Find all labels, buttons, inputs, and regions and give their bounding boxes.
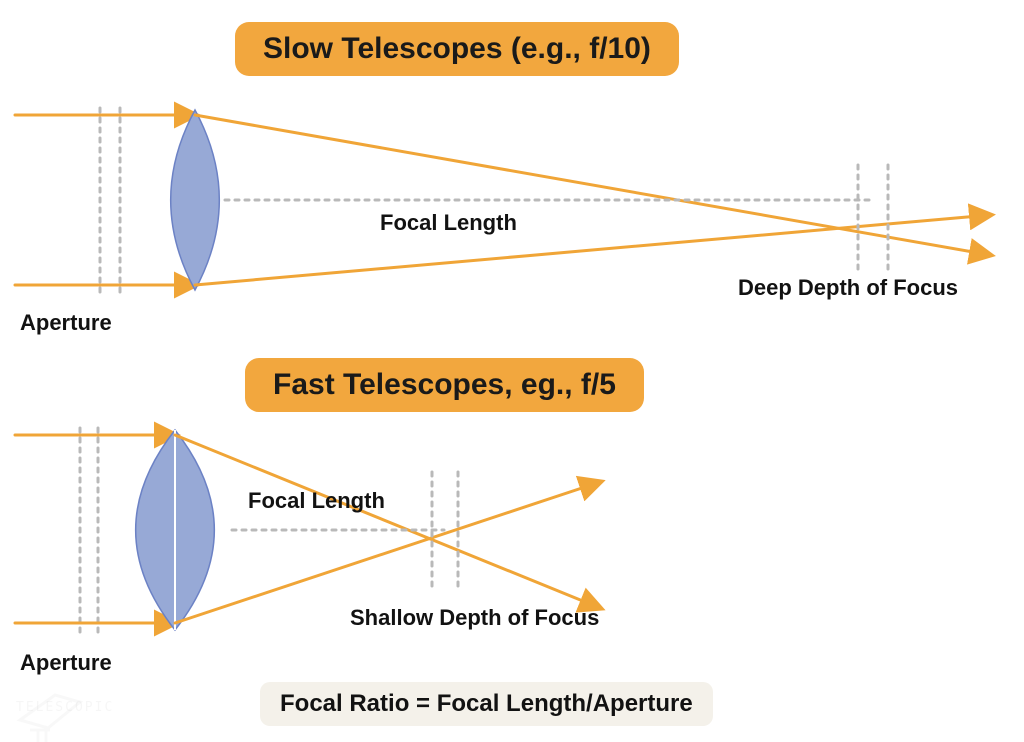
slow-aperture-label: Aperture: [20, 310, 112, 336]
fast-telescope-title: Fast Telescopes, eg., f/5: [245, 358, 644, 412]
focal-ratio-formula: Focal Ratio = Focal Length/Aperture: [260, 682, 713, 726]
slow-focal-length-label: Focal Length: [380, 210, 517, 236]
fast-depth-of-focus-label: Shallow Depth of Focus: [350, 605, 599, 631]
slow-depth-of-focus-label: Deep Depth of Focus: [738, 275, 958, 301]
slow-telescope-title: Slow Telescopes (e.g., f/10): [235, 22, 679, 76]
fast-aperture-label: Aperture: [20, 650, 112, 676]
fast-focal-length-label: Focal Length: [248, 488, 385, 514]
watermark-text: TELESCOPIC: [16, 700, 114, 715]
